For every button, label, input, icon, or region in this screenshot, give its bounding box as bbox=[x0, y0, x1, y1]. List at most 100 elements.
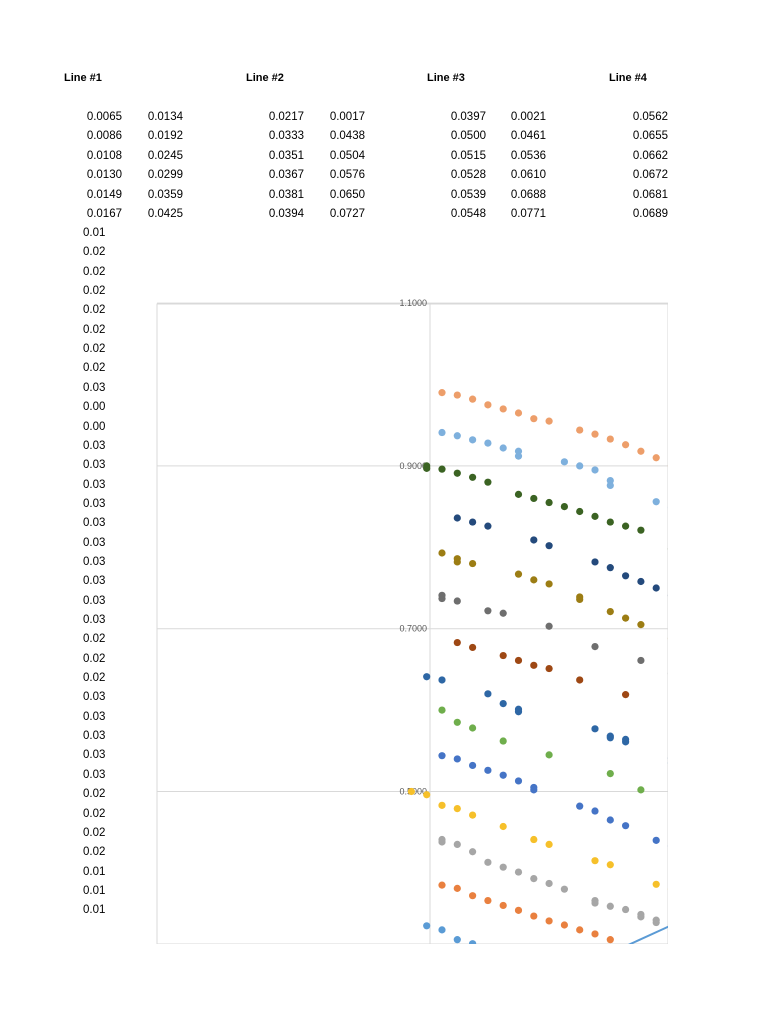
data-point bbox=[499, 651, 507, 660]
data-point bbox=[622, 691, 630, 699]
table-cell-truncated: 0.02 bbox=[83, 304, 105, 317]
data-point bbox=[606, 734, 614, 742]
data-point bbox=[423, 791, 431, 799]
table-cell: 0.0500 bbox=[450, 130, 486, 143]
data-point bbox=[606, 816, 614, 824]
data-point bbox=[545, 580, 553, 588]
data-point bbox=[469, 473, 477, 481]
table-cell-truncated: 0.02 bbox=[83, 652, 105, 665]
data-point bbox=[530, 415, 538, 423]
data-point bbox=[453, 840, 461, 849]
data-point bbox=[484, 858, 492, 866]
data-point bbox=[530, 874, 538, 883]
table-cell: 0.0504 bbox=[329, 149, 365, 162]
column-header: Line #1 bbox=[64, 72, 102, 84]
data-point bbox=[423, 673, 431, 681]
table-cell: 0.0528 bbox=[450, 169, 486, 182]
data-point bbox=[438, 752, 446, 760]
table-cell: 0.0536 bbox=[510, 149, 546, 162]
table-cell-truncated: 0.03 bbox=[83, 439, 105, 452]
data-point bbox=[622, 822, 630, 830]
table-cell-truncated: 0.02 bbox=[83, 788, 105, 801]
table-cell: 0.0689 bbox=[632, 208, 668, 220]
data-point bbox=[514, 409, 523, 417]
data-point bbox=[606, 518, 614, 526]
table-cell-truncated: 0.03 bbox=[83, 575, 105, 588]
data-point bbox=[652, 584, 660, 592]
data-point bbox=[469, 436, 477, 444]
data-point bbox=[453, 432, 461, 440]
table-cell-truncated: 0.03 bbox=[83, 517, 105, 530]
data-point bbox=[576, 507, 584, 516]
data-point bbox=[514, 777, 523, 785]
table-cell-truncated: 0.02 bbox=[83, 343, 105, 356]
data-point bbox=[530, 835, 538, 844]
data-point bbox=[591, 430, 599, 438]
data-point bbox=[453, 514, 461, 522]
data-point bbox=[545, 751, 553, 759]
table-cell: 0.0065 bbox=[86, 111, 122, 123]
table-cell-truncated: 0.01 bbox=[83, 865, 105, 878]
table-cell-truncated: 0.02 bbox=[83, 846, 105, 859]
table-cell: 0.0727 bbox=[329, 208, 365, 220]
data-point bbox=[591, 807, 599, 815]
table-cell-truncated: 0.02 bbox=[83, 826, 105, 839]
y-tick-label: 0.7000 bbox=[399, 624, 427, 634]
data-point bbox=[469, 395, 477, 403]
table-cell-truncated: 0.02 bbox=[83, 633, 105, 646]
column-header: Line #4 bbox=[609, 72, 647, 84]
trend-line bbox=[627, 925, 668, 944]
table-cell: 0.0367 bbox=[268, 169, 304, 182]
table-cell: 0.0650 bbox=[329, 188, 365, 201]
data-point bbox=[622, 614, 630, 622]
data-point bbox=[469, 518, 477, 526]
data-point bbox=[469, 892, 477, 900]
data-point bbox=[576, 926, 584, 934]
data-point bbox=[499, 609, 507, 617]
data-point bbox=[453, 597, 461, 605]
table-cell-truncated: 0.02 bbox=[83, 807, 105, 820]
data-point bbox=[469, 559, 477, 568]
data-point bbox=[453, 884, 461, 892]
data-point bbox=[453, 469, 461, 477]
data-point bbox=[652, 454, 660, 462]
table-cell: 0.0149 bbox=[86, 188, 122, 201]
table-cell-truncated: 0.03 bbox=[83, 478, 105, 491]
table-cell-truncated: 0.03 bbox=[83, 555, 105, 568]
table-cell: 0.0610 bbox=[510, 169, 546, 182]
table-cell: 0.0672 bbox=[632, 169, 668, 182]
data-point bbox=[560, 458, 568, 466]
table-cell: 0.0134 bbox=[147, 111, 183, 123]
data-point bbox=[423, 464, 431, 472]
data-point bbox=[606, 481, 614, 490]
data-point bbox=[591, 899, 599, 907]
data-point bbox=[545, 542, 553, 550]
data-point bbox=[606, 861, 614, 869]
data-point bbox=[514, 868, 523, 876]
data-point bbox=[423, 922, 431, 930]
table-cell-truncated: 0.02 bbox=[83, 672, 105, 685]
data-point bbox=[637, 526, 645, 534]
data-point bbox=[622, 905, 630, 914]
data-point bbox=[484, 690, 492, 698]
data-point bbox=[438, 838, 446, 846]
data-point bbox=[530, 494, 538, 503]
data-point bbox=[591, 725, 599, 733]
table-cell: 0.0351 bbox=[268, 149, 304, 162]
table-cell: 0.0515 bbox=[450, 149, 486, 162]
data-point bbox=[514, 656, 523, 665]
data-point bbox=[652, 498, 660, 506]
data-point bbox=[499, 771, 507, 779]
data-point bbox=[453, 558, 461, 566]
data-point bbox=[622, 522, 630, 530]
data-point bbox=[545, 498, 553, 507]
table-cell-truncated: 0.03 bbox=[83, 614, 105, 626]
data-point bbox=[576, 462, 584, 470]
table-cell: 0.0771 bbox=[510, 208, 546, 220]
table-cell-truncated: 0.03 bbox=[83, 497, 105, 510]
table-cell: 0.0245 bbox=[147, 149, 183, 162]
data-point bbox=[530, 536, 538, 544]
data-point bbox=[637, 447, 645, 455]
table-cell: 0.0425 bbox=[147, 208, 183, 220]
